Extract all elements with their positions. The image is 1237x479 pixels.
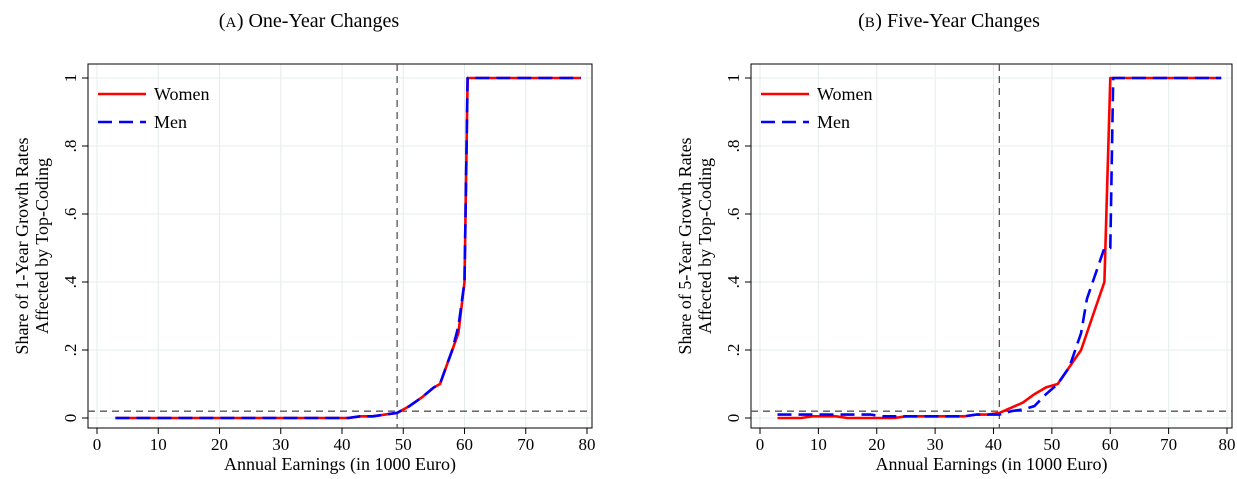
x-tick-label: 20 (868, 435, 885, 454)
plot-frame (87, 63, 593, 429)
chart-svg: 0 10 20 30 40 50 60 70 80 0 .2 .4 .6 .8 1 Annual Earnin… (12, 63, 596, 475)
plot-area (88, 64, 592, 428)
x-tick-label: 0 (756, 435, 765, 454)
plot-area (751, 64, 1232, 428)
y-tick-label: .6 (61, 208, 80, 221)
x-tick-label: 20 (211, 435, 228, 454)
y-tick-label: .4 (61, 275, 80, 288)
legend-label: Men (154, 112, 187, 132)
x-axis-label: Annual Earnings (in 1000 Euro) (224, 454, 456, 475)
x-tick-label: 40 (334, 435, 351, 454)
y-tick-label: 1 (61, 74, 80, 83)
y-tick-label: 1 (724, 74, 743, 83)
plot-frame (750, 63, 1233, 429)
y-tick-label: .2 (61, 344, 80, 357)
x-tick-label: 30 (927, 435, 944, 454)
x-axis-label: Annual Earnings (in 1000 Euro) (876, 454, 1108, 475)
legend-label: Women (817, 84, 873, 104)
chart-title: One-Year Changes (248, 10, 400, 32)
y-tick-label: .6 (724, 208, 743, 221)
x-tick-label: 60 (1102, 435, 1119, 454)
legend-label: Men (817, 112, 850, 132)
x-tick-label: 40 (985, 435, 1002, 454)
y-tick-label: 0 (724, 414, 743, 423)
x-tick-label: 70 (1160, 435, 1177, 454)
x-tick-label: 50 (1043, 435, 1060, 454)
y-axis-label: Affected by Top-Coding (32, 158, 52, 334)
x-tick-label: 60 (456, 435, 473, 454)
y-tick-label: .2 (724, 344, 743, 357)
y-tick-label: 0 (61, 414, 80, 423)
x-tick-label: 50 (395, 435, 412, 454)
x-tick-label: 70 (517, 435, 534, 454)
series-line-men (115, 76, 581, 420)
panel-b: (B) Five-Year Changes 0 10 20 30 40 50 60 70 80 0… (640, 0, 1237, 479)
x-tick-label: 10 (810, 435, 827, 454)
series-line-men (777, 76, 1222, 418)
y-tick-label: .8 (724, 140, 743, 153)
y-axis-label: Share of 1-Year Growth Rates (12, 137, 32, 354)
panel-a: (A) One-Year Changes 0 10 20 30 40 50 60 70 80 0.… (0, 0, 618, 479)
panel-letter: B (864, 15, 876, 31)
y-tick-label: .4 (724, 275, 743, 288)
y-axis-label: Share of 5-Year Growth Rates (675, 137, 695, 354)
legend-label: Women (154, 84, 210, 104)
panel-letter: A (225, 15, 237, 31)
x-tick-label: 10 (150, 435, 167, 454)
x-tick-label: 30 (272, 435, 289, 454)
chart-title: Five-Year Changes (886, 10, 1040, 32)
x-tick-label: 80 (1219, 435, 1236, 454)
panel-title: (A) One-Year Changes (218, 10, 400, 32)
y-axis-label: Affected by Top-Coding (695, 158, 715, 334)
x-tick-label: 80 (579, 435, 596, 454)
panel-title: (B) Five-Year Changes (858, 10, 1040, 32)
x-tick-label: 0 (93, 435, 102, 454)
y-tick-label: .8 (61, 140, 80, 153)
chart-svg: 0 10 20 30 40 50 60 70 80 0 .2 .4 .6 .8 1 Annual Earnin… (675, 63, 1236, 475)
